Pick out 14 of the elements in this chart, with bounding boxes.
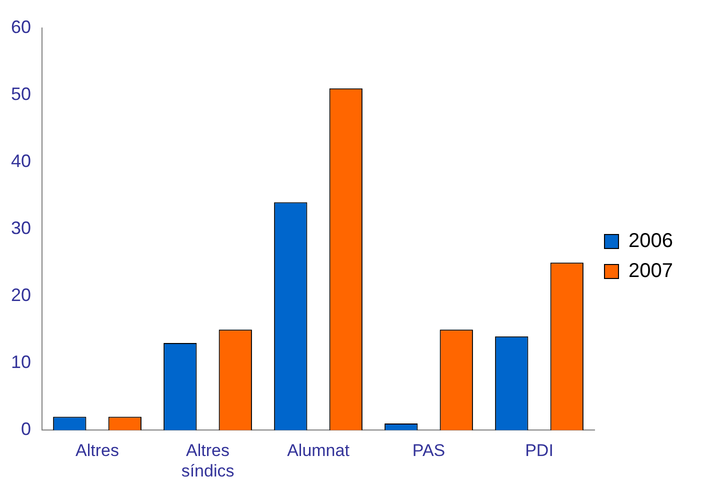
x-tick-label: Altres síndics (181, 441, 234, 480)
y-tick-label: 60 (10, 16, 32, 37)
y-tick-label: 10 (10, 352, 32, 372)
y-tick-label: 0 (21, 419, 32, 440)
y-tick-label: 20 (10, 285, 32, 306)
y-tick-label: 40 (10, 151, 32, 172)
legend-label: 2007 (628, 260, 674, 282)
y-tick-label: 30 (10, 218, 32, 238)
x-tick-label: Altres (76, 441, 120, 460)
x-tick-label: PAS (412, 441, 446, 460)
legend-label: 2006 (628, 230, 674, 252)
x-tick-label: Alumnat (287, 441, 350, 460)
y-tick-label: 50 (10, 84, 32, 104)
x-tick-label: PDI (525, 441, 554, 460)
